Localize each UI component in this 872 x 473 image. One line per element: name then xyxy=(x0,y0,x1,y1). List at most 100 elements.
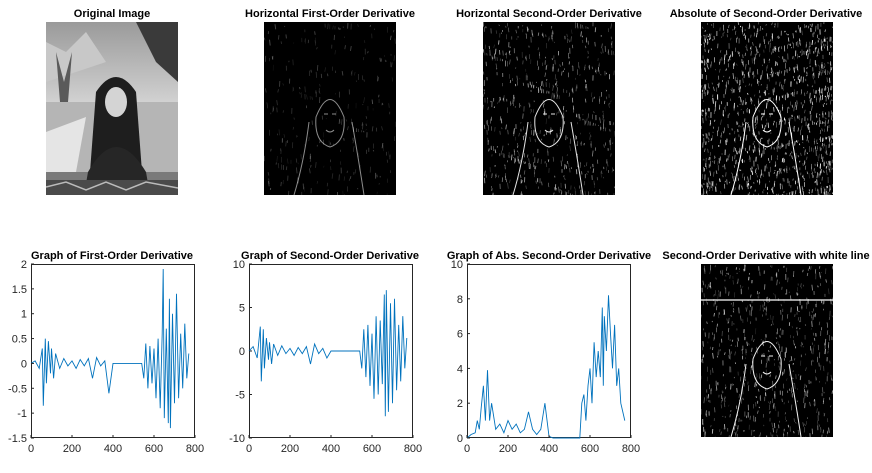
y-tick-label: 10 xyxy=(451,259,463,271)
edge-stroke xyxy=(796,292,798,296)
edge-stroke xyxy=(502,153,505,158)
edge-stroke xyxy=(769,400,771,405)
edge-stroke xyxy=(721,397,724,402)
edge-stroke xyxy=(751,83,753,87)
edge-stroke xyxy=(751,335,753,341)
edge-stroke xyxy=(371,99,374,105)
edge-stroke xyxy=(759,304,761,311)
edge-stroke xyxy=(702,100,705,102)
edge-stroke xyxy=(740,315,742,321)
edge-stroke xyxy=(748,71,750,78)
edge-stroke xyxy=(774,294,776,299)
edge-stroke xyxy=(822,156,824,163)
edge-stroke xyxy=(613,186,615,189)
edge-stroke xyxy=(824,136,827,140)
edge-stroke xyxy=(792,191,794,195)
edge-stroke xyxy=(811,40,814,46)
edge-stroke xyxy=(750,429,753,436)
edge-stroke xyxy=(783,178,785,182)
edge-stroke xyxy=(805,367,807,372)
edge-stroke xyxy=(801,185,804,192)
edge-stroke xyxy=(792,33,794,39)
edge-stroke xyxy=(704,48,706,52)
edge-stroke xyxy=(775,375,777,379)
edge-stroke xyxy=(760,153,763,158)
edge-stroke xyxy=(721,269,724,276)
edge-stroke xyxy=(295,134,298,138)
edge-stroke xyxy=(732,307,735,311)
edge-stroke xyxy=(316,180,318,184)
edge-stroke xyxy=(806,156,808,160)
edge-stroke xyxy=(768,404,770,410)
edge-stroke xyxy=(783,70,786,76)
x-tick-label: 400 xyxy=(540,443,558,455)
edge-stroke xyxy=(568,57,570,59)
edge-stroke xyxy=(829,69,832,73)
edge-stroke xyxy=(711,82,713,85)
edge-stroke xyxy=(518,159,520,164)
edge-stroke xyxy=(738,185,740,189)
edge-stroke xyxy=(829,360,831,364)
edge-stroke xyxy=(724,164,726,170)
edge-stroke xyxy=(735,30,737,35)
edge-outline xyxy=(752,99,782,148)
edge-stroke xyxy=(280,41,283,45)
y-tick-label: 0 xyxy=(239,346,245,358)
edge-stroke xyxy=(717,126,720,132)
edge-stroke xyxy=(785,133,788,136)
edge-stroke xyxy=(543,102,545,105)
edge-stroke xyxy=(831,390,833,394)
edge-stroke xyxy=(730,344,732,347)
edge-outline xyxy=(570,121,584,195)
edge-stroke xyxy=(552,86,554,91)
edge-stroke xyxy=(742,54,744,59)
edge-stroke xyxy=(704,431,706,437)
edge-stroke xyxy=(570,167,573,170)
edge-stroke xyxy=(814,41,816,45)
edge-stroke xyxy=(823,369,825,372)
edge-stroke xyxy=(763,301,765,307)
edge-stroke xyxy=(763,91,766,94)
edge-stroke xyxy=(354,169,357,174)
edge-stroke xyxy=(806,303,808,309)
edge-stroke xyxy=(772,320,774,326)
edge-stroke xyxy=(792,377,794,380)
edge-stroke xyxy=(543,111,546,116)
edge-stroke xyxy=(779,81,781,87)
edge-stroke xyxy=(812,175,814,179)
edge-stroke xyxy=(719,349,721,352)
edge-stroke xyxy=(526,26,529,32)
series-line xyxy=(466,295,626,439)
edge-stroke xyxy=(797,411,799,416)
edge-stroke xyxy=(572,44,574,49)
edge-stroke xyxy=(830,140,832,144)
edge-stroke xyxy=(760,84,762,86)
edge-stroke xyxy=(369,24,371,27)
edge-stroke xyxy=(784,119,787,125)
edge-stroke xyxy=(723,309,726,315)
edge-stroke xyxy=(579,162,581,168)
edge-stroke xyxy=(754,53,757,60)
edge-stroke xyxy=(781,120,783,123)
edge-stroke xyxy=(351,70,353,77)
edge-stroke xyxy=(561,71,563,76)
panel-title-original: Original Image xyxy=(73,8,151,20)
edge-stroke xyxy=(715,87,718,92)
edge-stroke xyxy=(823,160,825,164)
edge-stroke xyxy=(756,348,759,354)
edge-stroke xyxy=(363,97,365,104)
edge-stroke xyxy=(580,142,582,145)
edge-outline xyxy=(730,121,747,195)
edge-stroke xyxy=(319,139,321,144)
edge-stroke xyxy=(571,29,573,34)
edge-stroke xyxy=(534,165,537,170)
y-tick-label: 0 xyxy=(21,358,27,370)
edge-stroke xyxy=(579,117,581,121)
edge-stroke xyxy=(820,188,823,194)
edge-stroke xyxy=(607,49,610,55)
edge-stroke xyxy=(809,92,811,99)
edge-stroke xyxy=(827,119,830,124)
edge-stroke xyxy=(762,309,765,312)
edge-stroke xyxy=(788,118,790,122)
edge-stroke xyxy=(701,184,703,188)
